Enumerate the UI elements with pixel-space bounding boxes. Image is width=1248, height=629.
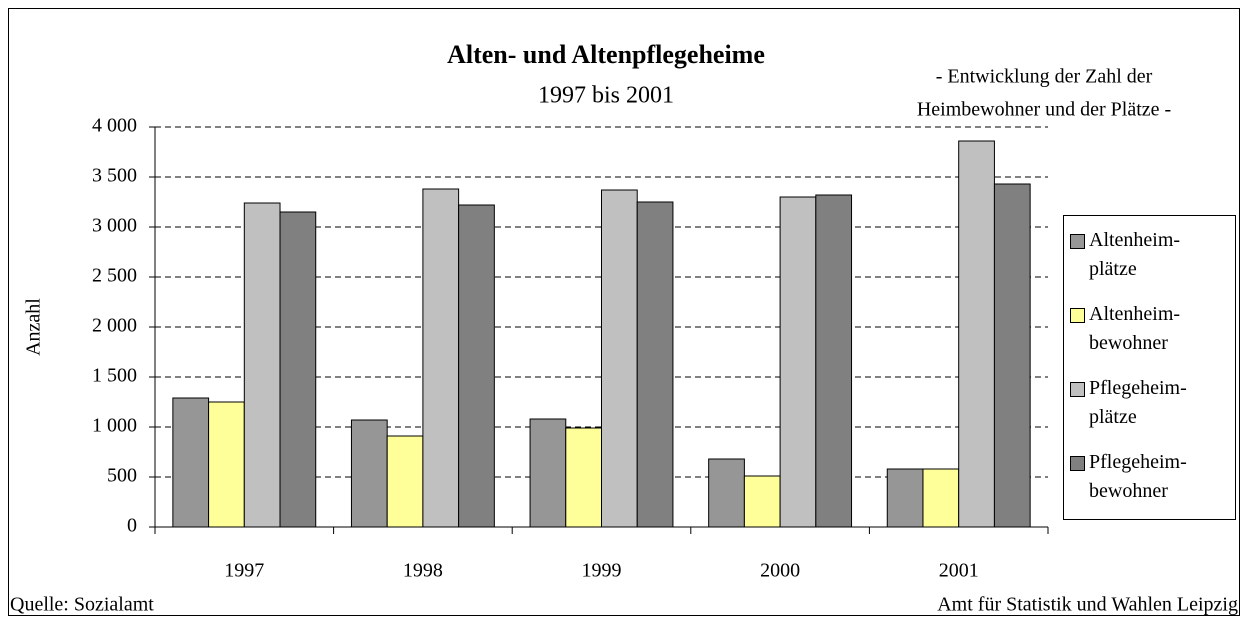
y-tick-label: 3 000 (92, 215, 137, 237)
y-tick-label: 4 000 (92, 115, 137, 137)
bar (886, 468, 924, 528)
x-tick-label: 1998 (403, 560, 443, 582)
bar (958, 140, 995, 528)
legend-swatch (1070, 382, 1085, 397)
legend-item: Pflegeheim- plätze (1070, 374, 1235, 432)
bar (743, 475, 781, 528)
legend-item: Altenheim- plätze (1070, 226, 1235, 284)
annotation: - Entwicklung der Zahl der (936, 66, 1153, 88)
y-tick-label: 0 (127, 515, 137, 537)
y-tick-label: 2 000 (92, 315, 137, 337)
y-tick-label: 2 500 (92, 265, 137, 287)
bar (458, 204, 495, 528)
legend-label: Altenheim- plätze (1089, 229, 1181, 280)
legend-item: Altenheim- bewohner (1070, 300, 1235, 358)
credit: Amt für Statistik und Wahlen Leipzig (937, 594, 1238, 616)
annotation: Heimbewohner und der Plätze - (917, 99, 1171, 121)
legend-label: Altenheim- bewohner (1089, 303, 1181, 354)
bar (529, 418, 567, 528)
y-tick-label: 1 000 (92, 415, 137, 437)
bar (565, 427, 603, 528)
bar (422, 188, 460, 528)
legend-swatch (1070, 234, 1085, 249)
legend-swatch (1070, 308, 1085, 323)
bar (815, 194, 853, 528)
legend-label: Pflegeheim- plätze (1089, 377, 1187, 428)
legend-swatch (1070, 456, 1085, 471)
bar (243, 202, 281, 528)
legend: Altenheim- plätze Altenheim- bewohner Pfle… (1063, 215, 1236, 520)
y-tick-label: 500 (107, 465, 137, 487)
bar (708, 458, 745, 528)
bar (922, 468, 960, 528)
bar (172, 397, 210, 528)
bar (279, 211, 317, 528)
bar (601, 189, 638, 528)
bar (350, 419, 388, 528)
x-tick-label: 1997 (224, 560, 264, 582)
y-axis-label: Anzahl (23, 298, 45, 356)
bar (386, 435, 424, 528)
legend-label: Pflegeheim- bewohner (1089, 451, 1187, 502)
y-tick-label: 3 500 (92, 165, 137, 187)
x-tick-label: 2001 (939, 560, 979, 582)
bar (636, 201, 674, 528)
x-tick-label: 2000 (760, 560, 800, 582)
source: Quelle: Sozialamt (10, 594, 154, 616)
legend-item: Pflegeheim- bewohner (1070, 448, 1235, 506)
bar (208, 401, 245, 528)
frame (8, 8, 1240, 616)
bar (779, 196, 817, 528)
x-tick-label: 1999 (582, 560, 622, 582)
chart-title: Alten- und Altenpflegeheime (447, 40, 765, 69)
y-tick-label: 1 500 (92, 365, 137, 387)
chart-subtitle: 1997 bis 2001 (538, 83, 674, 109)
bar (993, 183, 1031, 528)
